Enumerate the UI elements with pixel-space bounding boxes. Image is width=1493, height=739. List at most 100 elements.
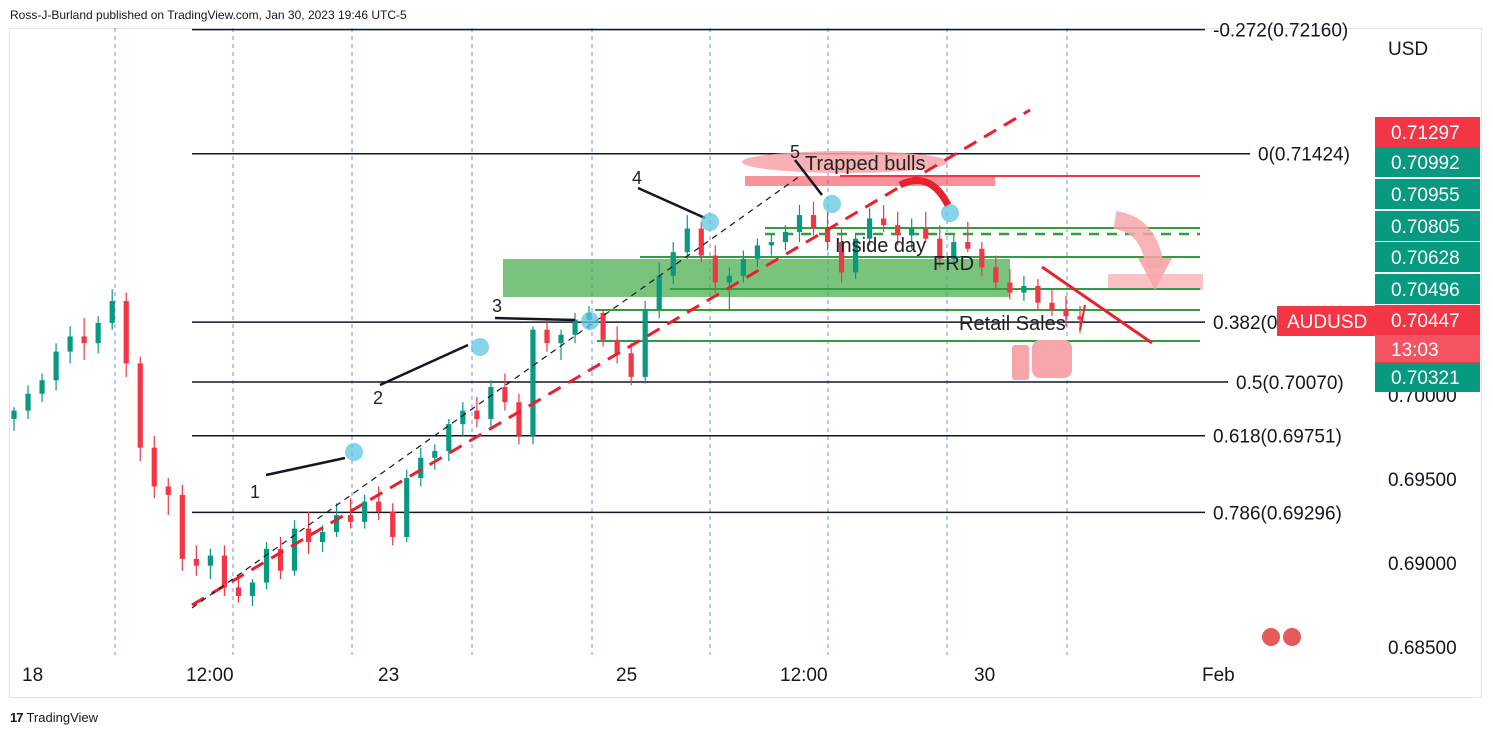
price-tags: 0.71297 0.70992 0.70955 0.70805 0.70628 0.704…	[1262, 117, 1480, 646]
candle-body-3	[53, 351, 59, 381]
candle-body-20	[291, 528, 298, 571]
candle-body-44	[628, 353, 634, 377]
candle-body-30	[432, 451, 438, 458]
candle-body-19	[277, 548, 284, 571]
trapped-zone	[745, 176, 995, 186]
price-tag-label-1: 0.70992	[1391, 153, 1460, 174]
candle-body-27	[390, 511, 396, 538]
wave-label-4: 5	[790, 142, 800, 162]
candle-body-28	[404, 478, 410, 538]
us-flag-icon	[1262, 628, 1280, 646]
candle-body-22	[319, 531, 326, 543]
trapped-ellipse	[742, 151, 948, 173]
price-tag-bg-3	[1375, 211, 1480, 241]
touch-circle-5	[941, 204, 959, 222]
candle-body-14	[207, 555, 213, 566]
candle-body-4	[67, 336, 73, 352]
candle-body-55	[782, 231, 789, 243]
red-downtrend-line	[1041, 265, 1153, 345]
tradingview-footer: 17 TradingView	[10, 710, 98, 725]
candle-body-1	[25, 393, 31, 411]
candle-body-56	[796, 215, 803, 232]
countdown-label: 13:03	[1391, 340, 1439, 361]
price-tag-bg-2	[1375, 179, 1480, 209]
candle-body-62	[881, 218, 887, 226]
annotation-2: FRD	[933, 253, 974, 275]
candle-body-75	[1063, 309, 1069, 317]
candle-body-38	[544, 329, 550, 344]
price-tag-label-4: 0.70628	[1391, 248, 1460, 269]
candle-body-18	[263, 548, 270, 583]
fib-label-5: 0.786(0.69296)	[1213, 503, 1342, 524]
price-tag-bg-5	[1375, 274, 1480, 304]
tradingview-logo-icon: 17	[10, 710, 24, 725]
demand-zone	[503, 259, 1010, 297]
thumb-icon	[1012, 345, 1029, 380]
candle-body-43	[614, 339, 620, 354]
x-tick-2: 23	[378, 665, 399, 686]
pink-arrowhead	[1138, 258, 1172, 290]
price-tag-label-6: 0.70447	[1391, 311, 1460, 332]
annotation-labels: Trapped bulls Inside day FRD Retail Sales 1 2…	[250, 142, 1066, 502]
annotation-zones	[503, 151, 1203, 342]
candle-body-71	[1007, 282, 1013, 293]
candle-body-0	[11, 410, 17, 420]
red-dashed-trendline	[191, 108, 1031, 607]
price-tag-label-3: 0.70805	[1391, 217, 1460, 238]
candle-body-13	[193, 558, 199, 566]
chart-frame	[9, 28, 1482, 698]
candle-body-50	[712, 255, 718, 283]
annotation-3: Retail Sales	[959, 313, 1066, 335]
candle-body-63	[895, 225, 901, 236]
candle-body-11	[165, 486, 171, 495]
wave-label-2: 3	[492, 296, 502, 316]
candle-body-67	[951, 242, 957, 259]
price-tag-bg-0	[1375, 117, 1480, 147]
candle-body-72	[1021, 285, 1027, 293]
thumb-fist-icon	[1032, 340, 1072, 378]
candle-body-39	[558, 334, 564, 344]
wave-arrow-3	[637, 186, 706, 220]
countdown-tag-bg	[1375, 335, 1480, 363]
candle-body-58	[824, 228, 831, 243]
footer-brand: TradingView	[26, 710, 99, 725]
annotation-0: Trapped bulls	[805, 153, 925, 175]
candle-body-26	[376, 501, 382, 512]
candle-body-5	[81, 336, 87, 344]
candle-body-25	[362, 501, 368, 522]
fib-label-4: 0.618(0.69751)	[1213, 427, 1342, 448]
candle-body-61	[867, 218, 873, 239]
touch-circle-3	[701, 213, 719, 231]
price-tag-bg-7	[1375, 362, 1480, 392]
y-tick-0: 0.68500	[1388, 638, 1457, 659]
touch-circle-0	[345, 443, 363, 461]
wave-arrow-4	[794, 159, 823, 196]
candle-body-34	[488, 387, 494, 420]
candle-body-45	[642, 309, 648, 377]
wave-arrow-0	[265, 456, 346, 477]
candle-body-53	[754, 245, 760, 259]
candle-body-66	[937, 238, 943, 259]
candle-body-59	[838, 242, 845, 273]
candle-body-36	[516, 402, 522, 436]
candle-body-31	[446, 424, 452, 452]
wave-arrow-2	[494, 316, 576, 322]
fib-label-1: 0(0.71424)	[1258, 145, 1350, 166]
symbol-tag-label: AUDUSD	[1287, 312, 1367, 333]
candle-body-42	[600, 312, 606, 340]
candle-body-33	[474, 410, 480, 420]
annotation-1: Inside day	[835, 235, 926, 257]
red-stub	[1079, 304, 1086, 331]
candle-body-51	[726, 275, 732, 283]
candle-body-52	[740, 258, 746, 276]
candle-body-16	[235, 587, 242, 597]
publisher-header: Ross-J-Burland published on TradingView.…	[10, 8, 407, 22]
candle-body-17	[249, 582, 256, 597]
fib-label-0: -0.272(0.72160)	[1213, 21, 1348, 42]
candle-body-70	[993, 267, 999, 283]
wave-arrow-1	[379, 343, 469, 387]
candle-body-64	[909, 228, 915, 236]
wave-label-3: 4	[632, 168, 642, 188]
